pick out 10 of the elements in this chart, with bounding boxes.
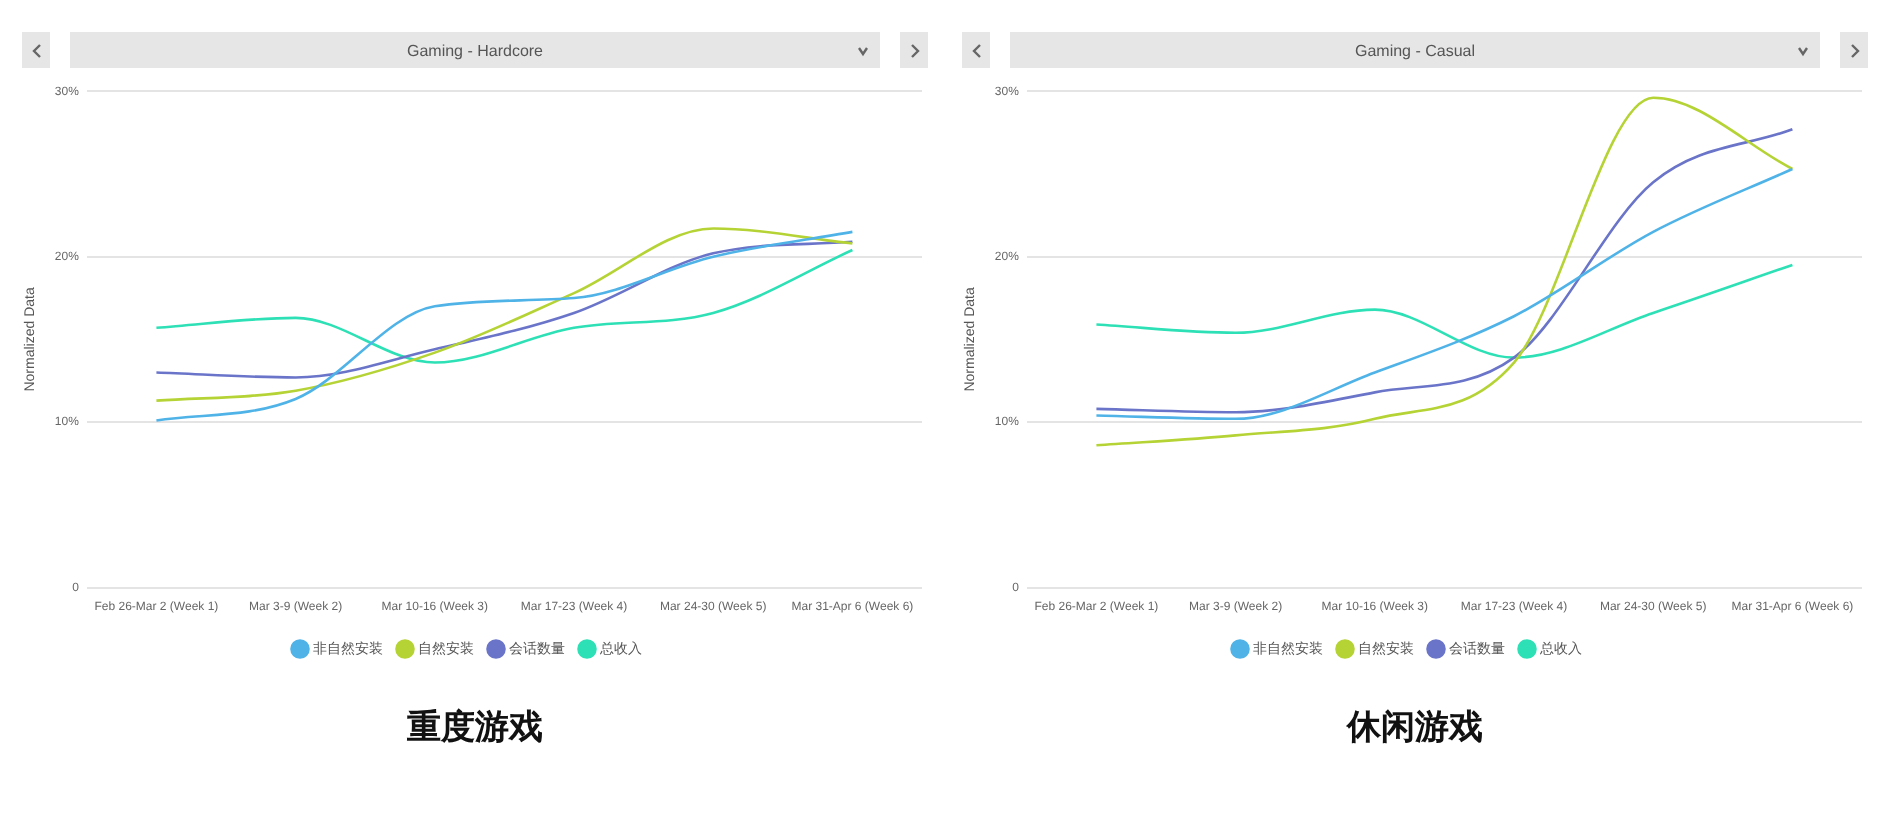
line-series bbox=[1095, 263, 1794, 359]
line-series bbox=[1095, 167, 1794, 421]
line-series bbox=[155, 240, 854, 379]
text: 休闲游戏 bbox=[1344, 706, 1485, 750]
chart-subtitle: Gaming - Casual bbox=[1354, 41, 1476, 59]
line-series bbox=[1095, 127, 1794, 414]
line-series bbox=[155, 248, 854, 364]
line-series bbox=[1095, 96, 1794, 447]
text: 重度游戏 bbox=[405, 706, 545, 750]
chart-subtitle: Gaming - Hardcore bbox=[406, 41, 544, 59]
